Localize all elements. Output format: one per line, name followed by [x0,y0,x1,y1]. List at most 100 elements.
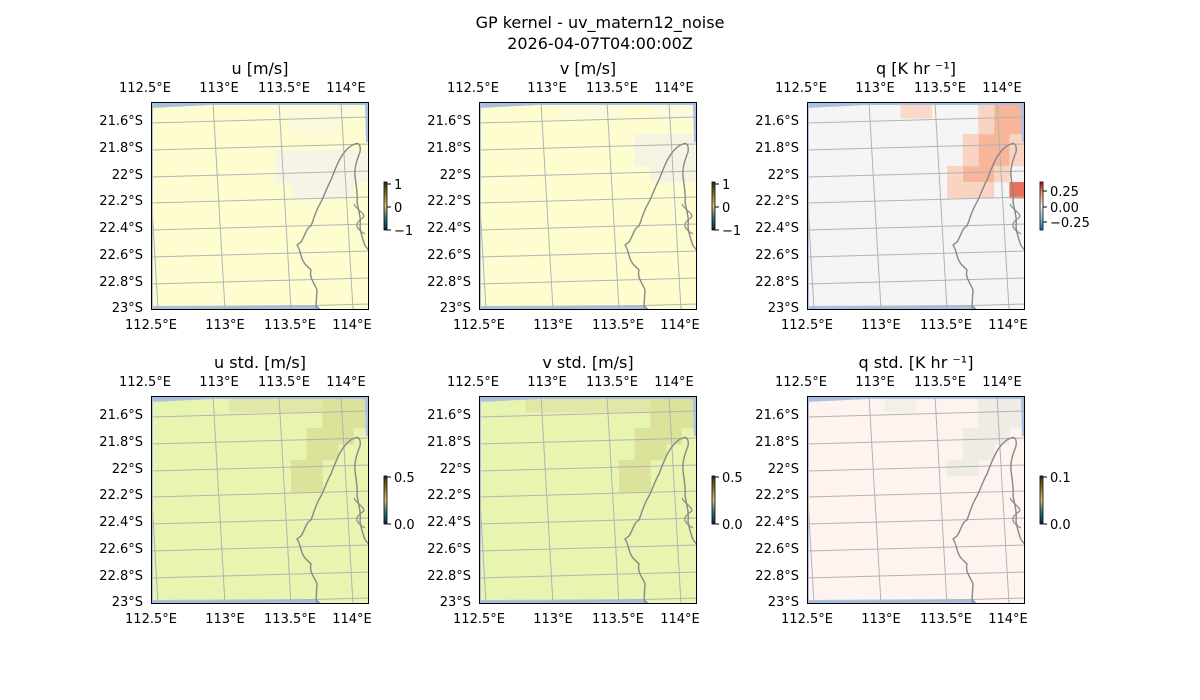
parallel-gridline [151,250,369,258]
field-cell [525,396,542,413]
map-panels: u [m/s]112.5°E112.5°E113°E113°E113.5°E11… [99,59,1090,627]
parallel-gridline [151,410,369,418]
ocean-top [479,102,697,108]
field-cell [962,182,979,199]
meridian-gridline [340,102,354,310]
lat-tick-label: 23°S [768,595,799,610]
lat-tick-label: 22°S [768,462,799,477]
lat-tick-label: 21.8°S [427,141,471,156]
lon-tick-label-bottom: 113.5°E [592,612,644,627]
lat-tick-label: 23°S [112,595,143,610]
lat-tick-label: 21.6°S [99,114,143,129]
colorbar-tick-label: 0.25 [1050,185,1079,200]
field-cell [650,102,667,119]
field-background [151,102,369,310]
map-frame [151,102,369,310]
lon-tick-label-bottom: 114°E [332,318,372,333]
field-cell [1009,412,1025,429]
lat-tick-label: 22.6°S [99,248,143,263]
field-cell [337,150,354,167]
field-cell [322,412,339,429]
field-cell [947,166,964,183]
meridian-gridline [278,396,292,604]
lon-tick-label-top: 113.5°E [258,375,310,390]
lon-tick-label-bottom: 114°E [332,612,372,627]
field-cell [993,166,1010,183]
colorbar-tick-label: 0.0 [1050,518,1071,533]
lat-tick-label: 21.6°S [427,114,471,129]
field-cell [634,396,651,413]
lat-tick-label: 22.4°S [99,515,143,530]
lat-tick-label: 23°S [440,301,471,316]
lon-tick-label-bottom: 114°E [660,612,700,627]
field-cell [665,412,682,429]
field-cell [993,428,1010,445]
field-cell [634,428,651,445]
colorbar-tick-label: −0.25 [1050,216,1090,231]
meridian-gridline [340,396,354,604]
parallel-gridline [807,544,1025,552]
lon-tick-label-bottom: 113°E [205,612,245,627]
field-cell [634,134,651,151]
lon-tick-label-top: 113.5°E [258,81,310,96]
colorbar-frame [1039,181,1044,231]
parallel-gridline [151,277,369,285]
field-cell [322,396,339,413]
parallel-gridline [807,116,1025,124]
lat-tick-label: 22.6°S [427,542,471,557]
parallel-gridline [479,116,697,124]
field-cell [634,476,651,493]
parallel-gridline [807,490,1025,498]
field-cell [306,166,323,183]
field-cell [978,396,995,413]
field-cell [978,428,995,445]
ocean-top [807,396,1025,402]
meridian-gridline [934,396,948,604]
parallel-gridline [479,517,697,525]
field-cell [962,444,979,461]
panel-title: u std. [m/s] [214,353,306,372]
field-cell [962,134,979,151]
lon-tick-label-top: 112.5°E [447,375,499,390]
colorbar-gradient [1040,476,1043,524]
field-cell [1009,118,1025,135]
lat-tick-label: 21.6°S [427,408,471,423]
lat-tick-label: 22.6°S [755,542,799,557]
parallel-gridline [807,143,1025,151]
lon-tick-label-top: 113°E [199,81,239,96]
field-cell [228,396,245,413]
parallel-gridline [479,464,697,472]
parallel-gridline [151,517,369,525]
parallel-gridline [807,410,1025,418]
meridian-gridline [212,102,226,310]
panel-title: v std. [m/s] [542,353,633,372]
lat-tick-label: 22.2°S [427,488,471,503]
coastline-inlet [1009,203,1022,235]
parallel-gridline [807,250,1025,258]
parallel-gridline [807,464,1025,472]
lat-tick-label: 23°S [440,595,471,610]
lat-tick-label: 22.6°S [427,248,471,263]
field-cell [978,118,995,135]
colorbar-frame [383,475,388,525]
lon-tick-label-top: 112.5°E [775,375,827,390]
field-cell [947,182,964,199]
colorbar-frame [711,181,716,231]
figure-timestamp: 2026-04-07T04:00:00Z [507,34,693,53]
colorbar: 0.5 0.0 [711,471,743,533]
lon-tick-label-top: 113.5°E [586,375,638,390]
field-cell [1009,134,1025,151]
map-frame [807,396,1025,604]
field-cell [306,428,323,445]
lat-tick-label: 23°S [768,301,799,316]
parallel-gridline [151,490,369,498]
colorbar-gradient [712,476,715,524]
field-cell [556,102,573,119]
field-cell [353,166,369,183]
field-cell [947,460,964,477]
colorbar-tick-label: 0.5 [394,471,415,486]
panel-title: q [K hr ⁻¹] [876,59,956,78]
ocean-top [807,102,1025,108]
lat-tick-label: 21.8°S [99,435,143,450]
field-cell [962,166,979,183]
